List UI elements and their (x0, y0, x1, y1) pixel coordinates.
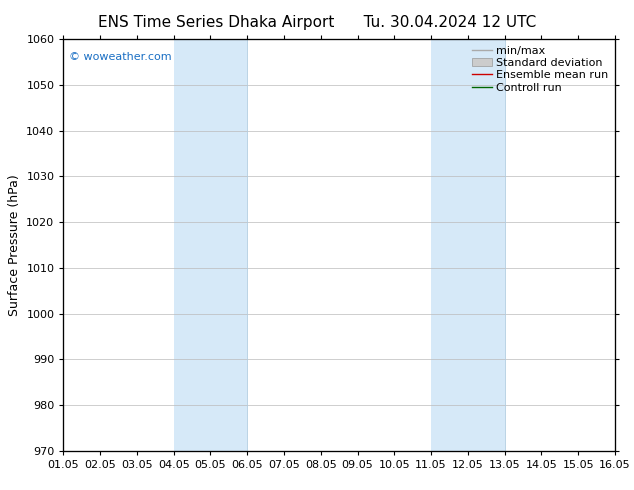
Bar (174, 39, 247, 451)
Text: ENS Time Series Dhaka Airport      Tu. 30.04.2024 12 UTC: ENS Time Series Dhaka Airport Tu. 30.04.… (98, 15, 536, 30)
Bar (431, 39, 505, 451)
Legend: min/max, Standard deviation, Ensemble mean run, Controll run: min/max, Standard deviation, Ensemble me… (467, 42, 612, 97)
Y-axis label: Surface Pressure (hPa): Surface Pressure (hPa) (8, 174, 21, 316)
Text: © woweather.com: © woweather.com (69, 51, 172, 62)
